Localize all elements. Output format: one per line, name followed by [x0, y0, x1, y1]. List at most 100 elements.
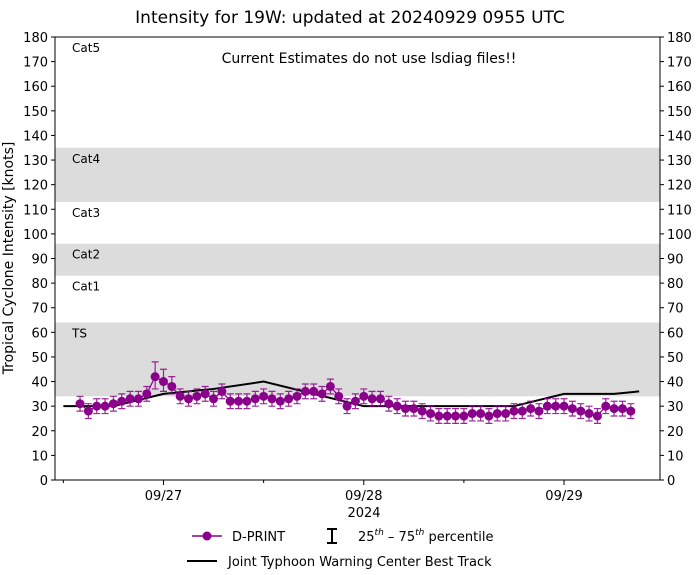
dprint-point	[517, 406, 527, 416]
dprint-point	[325, 381, 335, 391]
dprint-point	[601, 401, 611, 411]
dprint-point	[75, 399, 85, 409]
dprint-point	[359, 391, 369, 401]
y-tick-label-right: 60	[667, 326, 684, 341]
dprint-point	[192, 391, 202, 401]
category-label-ts: TS	[71, 326, 87, 340]
category-band	[55, 147, 660, 202]
dprint-point	[300, 386, 310, 396]
y-tick-label-right: 70	[667, 302, 684, 317]
dprint-point	[83, 406, 93, 416]
dprint-point	[584, 409, 594, 419]
dprint-point	[209, 394, 219, 404]
y-tick-label-right: 110	[667, 203, 692, 218]
dprint-point	[150, 372, 160, 382]
dprint-point	[100, 401, 110, 411]
y-tick-label: 120	[23, 179, 48, 194]
dprint-point	[559, 401, 569, 411]
dprint-point	[417, 406, 427, 416]
legend: D-PRINT 25th – 75th percentile Joint Typ…	[187, 528, 493, 570]
category-label-cat3: Cat3	[72, 206, 100, 220]
dprint-point	[451, 411, 461, 421]
chart-title: Intensity for 19W: updated at 20240929 0…	[135, 8, 565, 28]
dprint-point	[617, 404, 627, 414]
legend-best-track-label: Joint Typhoon Warning Center Best Track	[227, 555, 492, 570]
y-tick-label-right: 150	[667, 105, 692, 120]
dprint-point	[309, 386, 319, 396]
dprint-point	[459, 411, 469, 421]
dprint-point	[476, 409, 486, 419]
dprint-point	[384, 399, 394, 409]
y-tick-label: 0	[40, 474, 48, 489]
dprint-point	[434, 411, 444, 421]
dprint-point	[592, 411, 602, 421]
dprint-point	[125, 394, 135, 404]
category-band	[55, 243, 660, 276]
y-tick-label-right: 180	[667, 31, 692, 46]
y-tick-label: 20	[31, 425, 48, 440]
dprint-point	[142, 389, 152, 399]
dprint-point	[567, 404, 577, 414]
y-tick-label-right: 40	[667, 376, 684, 391]
y-tick-label: 100	[23, 228, 48, 243]
dprint-point	[234, 396, 244, 406]
dprint-point	[492, 409, 502, 419]
y-tick-label-right: 90	[667, 253, 684, 268]
y-tick-label: 130	[23, 154, 48, 169]
best-track-line	[63, 380, 640, 408]
y-tick-label-right: 0	[667, 474, 675, 489]
dprint-point	[342, 401, 352, 411]
dprint-point	[626, 406, 636, 416]
dprint-point	[167, 381, 177, 391]
dprint-point	[350, 396, 360, 406]
legend-percentile-label: 25th – 75th percentile	[358, 528, 493, 545]
y-axis-label: Tropical Cyclone Intensity [knots]	[1, 142, 17, 376]
x-tick-label: 09/28	[345, 489, 382, 504]
dprint-point	[375, 394, 385, 404]
dprint-point	[426, 409, 436, 419]
category-label-cat2: Cat2	[72, 248, 100, 262]
dprint-point	[92, 401, 102, 411]
dprint-point	[158, 377, 168, 387]
y-tick-label-right: 20	[667, 425, 684, 440]
category-band	[55, 322, 660, 397]
dprint-point	[467, 409, 477, 419]
dprint-point	[133, 394, 143, 404]
dprint-point	[400, 404, 410, 414]
x-axis-label: 2024	[347, 506, 380, 521]
dprint-point	[267, 394, 277, 404]
dprint-point	[501, 409, 511, 419]
dprint-point	[392, 401, 402, 411]
y-tick-label-right: 50	[667, 351, 684, 366]
y-tick-label: 150	[23, 105, 48, 120]
y-tick-label-right: 120	[667, 179, 692, 194]
dprint-point	[442, 411, 452, 421]
dprint-point	[534, 406, 544, 416]
y-tick-label: 170	[23, 56, 48, 71]
dprint-point	[542, 401, 552, 411]
y-tick-label: 60	[31, 326, 48, 341]
y-tick-label: 140	[23, 129, 48, 144]
dprint-point	[225, 396, 235, 406]
dprint-point	[576, 406, 586, 416]
legend-percentile: 25th – 75th percentile	[327, 528, 493, 545]
annotation: Current Estimates do not use lsdiag file…	[222, 51, 517, 67]
dprint-point	[184, 394, 194, 404]
x-tick-label: 09/29	[545, 489, 582, 504]
y-tick-label: 10	[31, 449, 48, 464]
category-label-cat1: Cat1	[72, 280, 100, 294]
category-label-cat4: Cat4	[72, 152, 100, 166]
y-tick-label-right: 100	[667, 228, 692, 243]
y-tick-label-right: 130	[667, 154, 692, 169]
y-tick-label-right: 140	[667, 129, 692, 144]
y-tick-label-right: 80	[667, 277, 684, 292]
legend-dprint: D-PRINT	[192, 530, 285, 545]
y-tick-label: 30	[31, 400, 48, 415]
dprint-point	[275, 396, 285, 406]
y-tick-label-right: 30	[667, 400, 684, 415]
dprint-point	[259, 391, 269, 401]
dprint-point	[175, 391, 185, 401]
legend-dprint-label: D-PRINT	[232, 530, 285, 545]
dprint-point	[250, 394, 260, 404]
dprint-point	[334, 391, 344, 401]
